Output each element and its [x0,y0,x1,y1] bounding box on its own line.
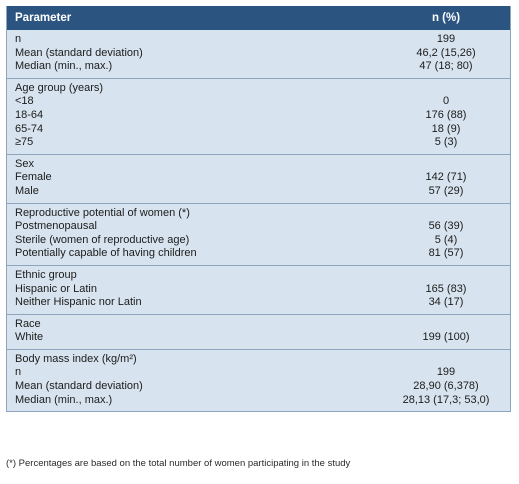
row-label: Potentially capable of having children [15,247,197,260]
row-value: 81 (57) [428,247,464,260]
row-value: 142 (71) [425,171,467,184]
row-value [382,318,510,332]
row-value: 34 (17) [428,296,464,309]
row-value: 176 (88) [425,108,467,121]
row-label: Neither Hispanic nor Latin [15,296,142,309]
table-section: Reproductive potential of women (*) Postm… [7,202,510,265]
row-label: Female [15,171,52,184]
row-label: Age group (years) [15,81,104,94]
row-value [382,158,510,172]
table-body: n Mean (standard deviation) Median (min., … [7,30,510,411]
table-section: Race White 199 (100) [7,313,510,349]
section-values: 56 (39) 5 (4) 81 (57) [382,204,510,265]
row-value: 165 (83) [425,282,467,295]
section-values: 199 46,2 (15,26) 47 (18; 80) [382,30,510,78]
table-section: Age group (years) <18 18-64 65-74 ≥75 0 176 (8… [7,77,510,154]
row-label: Race [15,317,41,330]
row-value [382,353,510,367]
row-value: 56 (39) [428,220,464,233]
row-value: 5 (3) [434,136,458,149]
row-value [382,207,510,221]
section-labels: Reproductive potential of women (*) Postm… [7,204,382,265]
row-value: 47 (18; 80) [419,60,473,73]
row-label: Sterile (women of reproductive age) [15,233,190,246]
row-label: 65-74 [15,122,44,135]
row-label: Postmenopausal [15,220,97,233]
row-value: 199 [436,366,456,379]
section-values: 142 (71) 57 (29) [382,155,510,203]
section-labels: n Mean (standard deviation) Median (min., … [7,30,382,78]
row-label: Sex [15,157,34,170]
row-label: White [15,331,44,344]
row-label: Median (min., max.) [15,60,113,73]
row-value: 5 (4) [434,233,458,246]
section-labels: Ethnic group Hispanic or Latin Neither His… [7,266,382,314]
row-value: 18 (9) [431,122,461,135]
row-label: <18 [15,95,34,108]
row-label: Mean (standard deviation) [15,380,143,393]
row-value: 28,13 (17,3; 53,0) [402,393,490,406]
row-label: Mean (standard deviation) [15,46,143,59]
row-label: Body mass index (kg/m²) [15,352,137,365]
section-labels: Age group (years) <18 18-64 65-74 ≥75 [7,79,382,154]
row-label: Hispanic or Latin [15,282,97,295]
row-label: n [15,33,22,45]
section-labels: Sex Female Male [7,155,382,203]
row-label: n [15,366,22,379]
row-label: ≥75 [15,136,34,149]
section-labels: Body mass index (kg/m²) n Mean (standard d… [7,350,382,411]
row-value: 199 (100) [422,331,470,344]
row-value: 57 (29) [428,184,464,197]
section-values: 199 (100) [382,315,510,349]
table-footnote: (*) Percentages are based on the total n… [6,458,351,469]
row-value [382,82,510,96]
row-label: Median (min., max.) [15,393,113,406]
header-n-percent: n (%) [431,12,461,24]
section-values: 165 (83) 34 (17) [382,266,510,314]
header-parameter: Parameter [15,12,72,24]
section-labels: Race White [7,315,382,349]
row-label: Male [15,184,39,197]
row-label: 18-64 [15,108,44,121]
table-section: n Mean (standard deviation) Median (min., … [7,30,510,78]
table-section: Sex Female Male 142 (71) 57 (29) [7,153,510,203]
row-label: Reproductive potential of women (*) [15,206,190,219]
section-values: 0 176 (88) 18 (9) 5 (3) [382,79,510,154]
table-section: Ethnic group Hispanic or Latin Neither His… [7,264,510,314]
table-section: Body mass index (kg/m²) n Mean (standard d… [7,348,510,411]
row-value: 199 [436,33,456,45]
table-header: Parameter n (%) [7,6,510,30]
row-value: 0 [442,95,450,108]
row-value [382,269,510,283]
demographics-table: Parameter n (%) n Mean (standard deviatio… [6,6,511,413]
row-label: Ethnic group [15,268,77,281]
row-value: 46,2 (15,26) [416,46,476,59]
section-values: 199 28,90 (6,378) 28,13 (17,3; 53,0) [382,350,510,411]
row-value: 28,90 (6,378) [413,380,479,393]
